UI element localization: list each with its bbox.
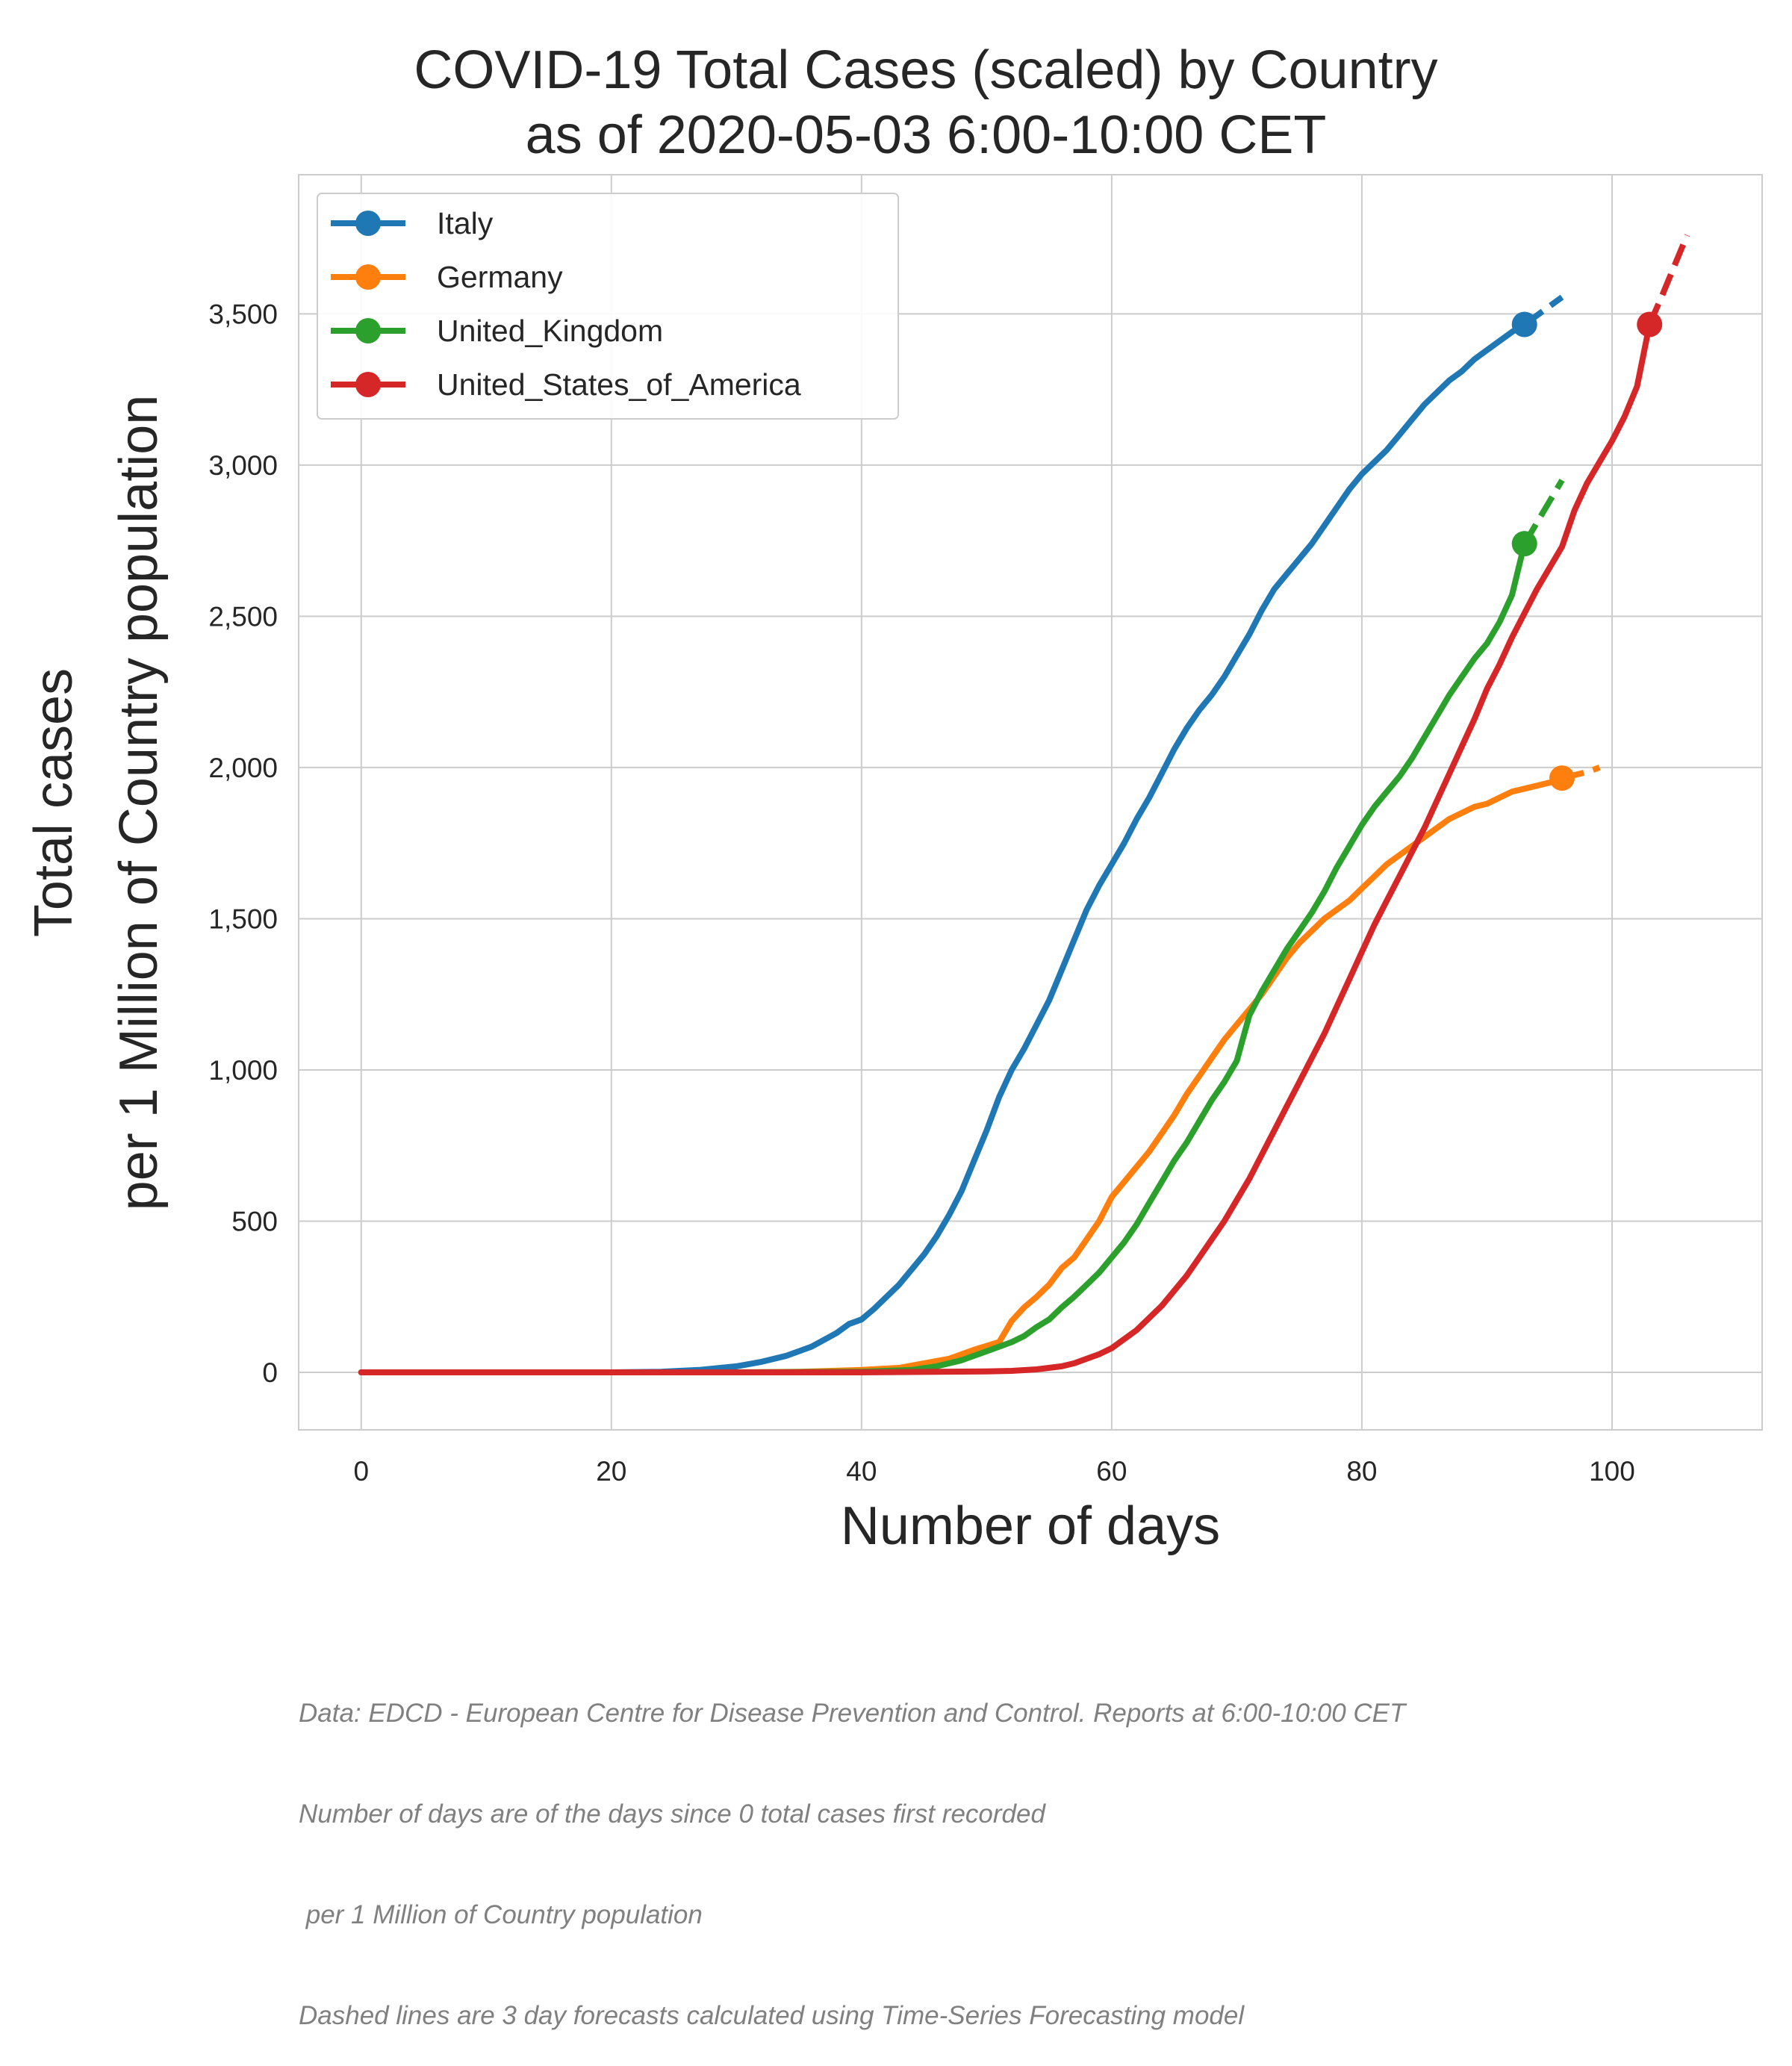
- x-axis-label: Number of days: [841, 1496, 1220, 1556]
- legend-label-italy: Italy: [437, 206, 494, 240]
- legend-swatch-marker-italy: [355, 211, 381, 236]
- legend: Italy Germany United_Kingdom United_States_…: [317, 193, 899, 420]
- footnote-line-4: Dashed lines are 3 day forecasts calcula…: [299, 2001, 1245, 2030]
- y-axis-label-line-1: Total cases: [24, 668, 84, 937]
- last-point-marker-italy: [1511, 311, 1537, 337]
- legend-label-united-kingdom: United_Kingdom: [437, 314, 663, 348]
- forecast-line-united-states-of-america: [1646, 234, 1690, 326]
- y-tick-label: 3,500: [208, 299, 278, 329]
- x-tick-label: 100: [1589, 1456, 1635, 1487]
- footnote-line-1: Data: EDCD - European Centre for Disease…: [299, 1699, 1406, 1728]
- footnote-line-2: Number of days are of the days since 0 t…: [299, 1799, 1045, 1829]
- legend-label-germany: Germany: [437, 260, 563, 294]
- last-point-marker-united-kingdom: [1511, 531, 1537, 557]
- series-line-germany: [358, 775, 1565, 1375]
- y-tick-label: 1,000: [208, 1055, 278, 1086]
- tick-labels: 0 20 40 60 80 100 0 500 1,000 1,500 2,000 2,500 3,00…: [208, 299, 1634, 1487]
- x-tick-label: 20: [596, 1456, 626, 1487]
- last-point-marker-germany: [1549, 765, 1575, 791]
- legend-swatch-marker-united-states-of-america: [355, 372, 381, 397]
- x-tick-label: 60: [1096, 1456, 1127, 1487]
- series-line-united-states-of-america: [358, 321, 1653, 1375]
- y-tick-label: 0: [262, 1357, 278, 1388]
- chart-title-line-2: as of 2020-05-03 6:00-10:00 CET: [526, 105, 1327, 165]
- x-tick-label: 80: [1346, 1456, 1377, 1487]
- last-point-marker-united-states-of-america: [1637, 311, 1663, 337]
- footnote-line-3: per 1 Million of Country population: [299, 1900, 703, 1929]
- legend-swatch-marker-united-kingdom: [355, 318, 381, 343]
- plot-frame: [298, 174, 1763, 1431]
- chart-title-line-1: COVID-19 Total Cases (scaled) by Country: [414, 40, 1437, 100]
- y-tick-label: 2,500: [208, 601, 278, 632]
- series-line-united-kingdom: [358, 541, 1528, 1375]
- x-tick-label: 0: [353, 1456, 369, 1487]
- footnote: Data: EDCD - European Centre for Disease…: [299, 1629, 1405, 2066]
- series-lines: [358, 234, 1690, 1375]
- legend-label-united-states-of-america: United_States_of_America: [437, 367, 801, 402]
- legend-box: [317, 193, 899, 420]
- chart: COVID-19 Total Cases (scaled) by Country…: [24, 40, 1763, 1556]
- y-tick-label: 1,500: [208, 903, 278, 934]
- x-tick-label: 40: [846, 1456, 877, 1487]
- y-tick-label: 500: [231, 1207, 278, 1237]
- series-line-italy: [358, 321, 1528, 1375]
- legend-swatch-marker-germany: [355, 264, 381, 290]
- y-axis-label-line-2: per 1 Million of Country population: [109, 395, 169, 1211]
- y-tick-label: 3,000: [208, 450, 278, 481]
- y-tick-label: 2,000: [208, 753, 278, 783]
